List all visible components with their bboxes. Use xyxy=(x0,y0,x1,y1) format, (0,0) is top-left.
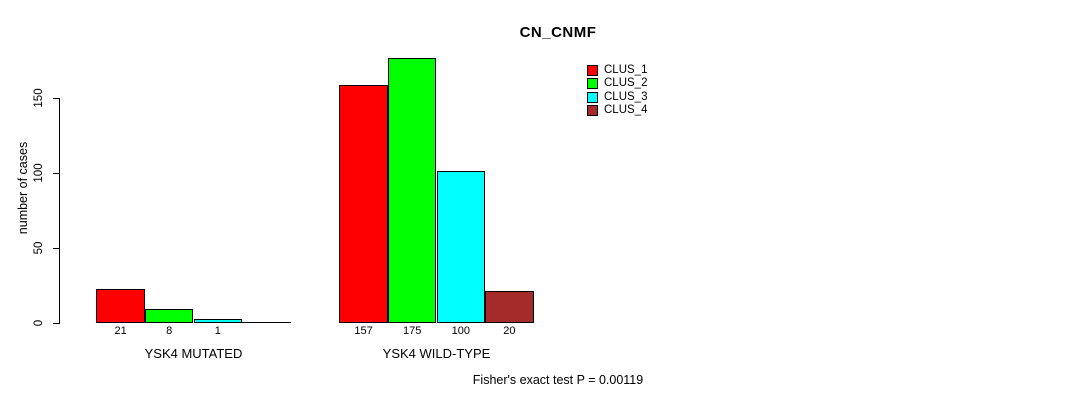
y-tick-label: 0 xyxy=(33,319,45,327)
bar-value-label: 8 xyxy=(166,325,173,337)
legend-label-clus_1: CLUS_1 xyxy=(604,64,648,76)
bar-clus_3 xyxy=(193,319,243,323)
fisher-test-annotation: Fisher's exact test P = 0.00119 xyxy=(472,373,644,387)
y-tick-label: 50 xyxy=(33,241,45,255)
bar-value-label: 175 xyxy=(403,325,422,337)
bar-clus_3 xyxy=(436,171,486,323)
legend-label-clus_2: CLUS_2 xyxy=(604,77,648,90)
bar-value-label: 157 xyxy=(354,325,373,337)
legend-swatch-clus_1 xyxy=(587,65,598,76)
y-axis-tick xyxy=(53,98,59,99)
bar-clus_2 xyxy=(387,58,437,323)
y-tick-label: 150 xyxy=(33,88,45,108)
legend-label-clus_3: CLUS_3 xyxy=(604,90,648,103)
legend-swatch-clus_4 xyxy=(587,105,598,117)
bar-value-label: 1 xyxy=(214,325,221,337)
legend-swatch-clus_3 xyxy=(587,91,598,103)
bar-clus_4-zero xyxy=(242,322,291,323)
bar-clus_1 xyxy=(339,85,388,323)
x-group-label: YSK4 MUTATED xyxy=(144,346,243,361)
y-tick-label: 100 xyxy=(33,163,45,183)
legend-swatch-clus_2 xyxy=(587,78,598,90)
y-axis-tick xyxy=(53,173,59,174)
y-axis-tick xyxy=(53,248,59,249)
x-group-label: YSK4 WILD-TYPE xyxy=(382,346,491,361)
y-axis-title: number of cases xyxy=(16,141,30,235)
bar-clus_1 xyxy=(96,289,145,323)
bar-clus_4 xyxy=(485,291,534,323)
legend-label-clus_4: CLUS_4 xyxy=(604,104,648,117)
bar-value-label: 20 xyxy=(503,325,516,337)
bar-clus_2 xyxy=(144,309,194,323)
y-axis-tick xyxy=(53,323,59,324)
chart-title: CN_CNMF xyxy=(519,24,597,41)
y-axis-line xyxy=(59,98,60,324)
bar-value-label: 100 xyxy=(451,325,470,337)
bar-value-label: 21 xyxy=(114,325,127,337)
